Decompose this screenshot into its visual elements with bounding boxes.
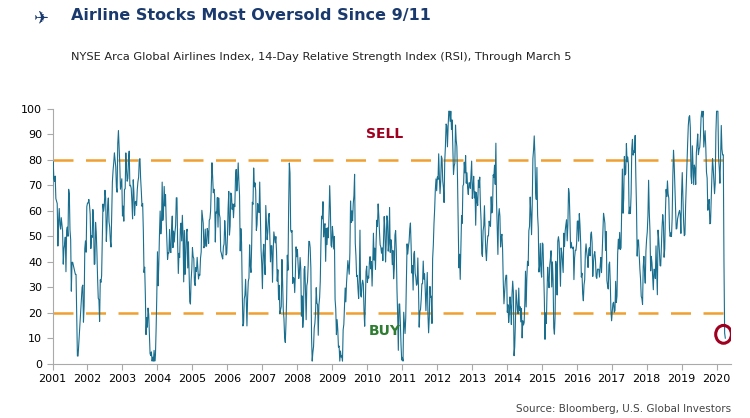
Text: BUY: BUY (368, 324, 400, 337)
Text: Airline Stocks Most Oversold Since 9/11: Airline Stocks Most Oversold Since 9/11 (71, 8, 431, 23)
Text: Source: Bloomberg, U.S. Global Investors: Source: Bloomberg, U.S. Global Investors (516, 404, 731, 414)
Text: NYSE Arca Global Airlines Index, 14-Day Relative Strength Index (RSI), Through M: NYSE Arca Global Airlines Index, 14-Day … (71, 52, 572, 62)
Text: ✈: ✈ (34, 10, 49, 28)
Text: SELL: SELL (366, 127, 404, 141)
